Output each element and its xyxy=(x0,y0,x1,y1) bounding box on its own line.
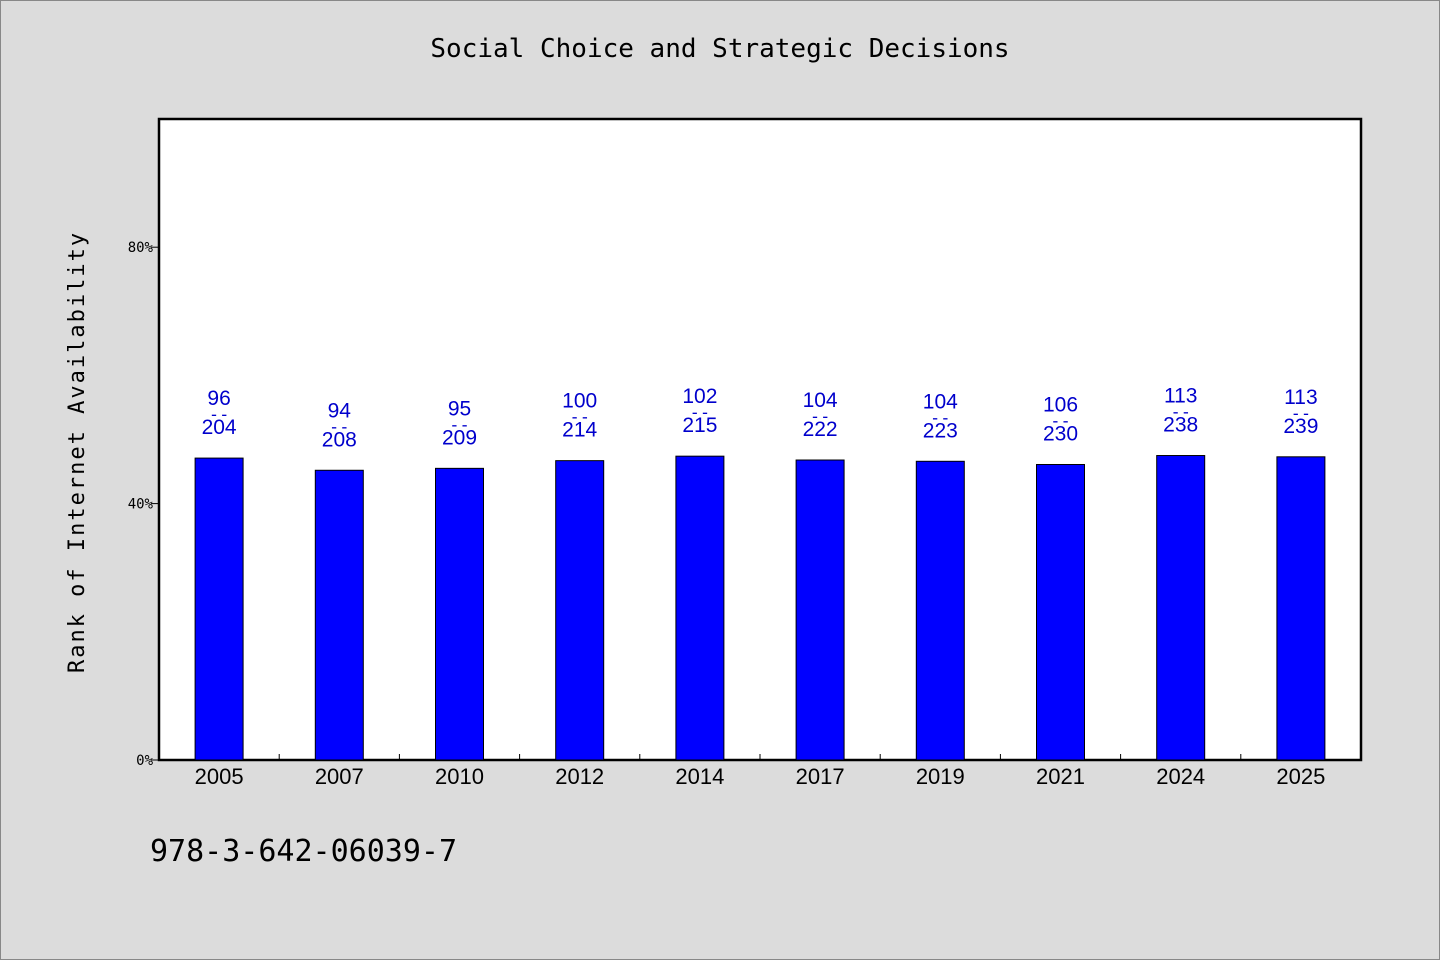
bar xyxy=(795,459,845,761)
data-label-separator: -- xyxy=(209,405,229,425)
x-tick-label: 2025 xyxy=(1276,764,1325,789)
data-label-numerator: 113 xyxy=(1284,386,1317,409)
data-label: 100--214 xyxy=(562,390,597,442)
bar xyxy=(314,469,364,761)
data-label-numerator: 106 xyxy=(1043,393,1078,416)
bars xyxy=(194,455,1326,761)
data-label: 94--208 xyxy=(322,399,357,451)
x-tick-label: 2017 xyxy=(796,764,845,789)
data-label: 104--222 xyxy=(803,389,838,441)
data-label-numerator: 96 xyxy=(207,387,230,410)
data-label: 102--215 xyxy=(682,385,717,437)
data-label-separator: -- xyxy=(449,415,469,435)
x-tick-label: 2014 xyxy=(675,764,724,789)
data-label-denominator: 209 xyxy=(442,426,477,449)
x-tick-label: 2007 xyxy=(315,764,364,789)
bar xyxy=(675,455,725,761)
x-axis: 2005 2007 2010 2012 2014 2017 2019 2021 2024 2025 xyxy=(195,754,1325,789)
data-label-separator: -- xyxy=(1170,403,1190,423)
data-label-denominator: 222 xyxy=(803,418,838,441)
bar xyxy=(435,467,484,761)
data-label-denominator: 214 xyxy=(562,419,597,442)
data-label-denominator: 208 xyxy=(322,428,357,451)
x-tick-label: 2012 xyxy=(555,764,604,789)
bar xyxy=(194,457,244,761)
y-tick-label: 40% xyxy=(128,497,154,513)
data-label: 106--230 xyxy=(1043,393,1078,445)
bar xyxy=(1276,456,1326,761)
x-tick-label: 2010 xyxy=(435,764,484,789)
x-tick-label: 2021 xyxy=(1036,764,1085,789)
data-label-denominator: 230 xyxy=(1043,422,1078,445)
x-tick-label: 2019 xyxy=(916,764,965,789)
data-label-separator: -- xyxy=(569,408,589,428)
data-label-denominator: 223 xyxy=(923,419,958,442)
data-label-separator: -- xyxy=(690,403,710,423)
data-label-separator: -- xyxy=(1050,411,1070,431)
data-label-numerator: 100 xyxy=(562,390,597,413)
data-label-numerator: 104 xyxy=(803,389,838,412)
data-label-denominator: 204 xyxy=(202,416,237,439)
data-label-numerator: 95 xyxy=(448,397,471,420)
data-labels: 96--20494--20895--209100--214102--215104… xyxy=(202,385,1319,452)
data-label: 113--238 xyxy=(1163,385,1198,437)
y-axis-label: Rank of Internet Availability xyxy=(65,231,90,673)
bar xyxy=(1036,463,1085,761)
data-label-numerator: 102 xyxy=(682,385,717,408)
data-label-separator: -- xyxy=(329,417,349,437)
bar xyxy=(1156,455,1206,761)
x-tick-label: 2005 xyxy=(195,764,244,789)
x-tick-label: 2024 xyxy=(1156,764,1205,789)
data-label-separator: -- xyxy=(810,407,830,427)
chart-title: Social Choice and Strategic Decisions xyxy=(430,34,1010,64)
data-label-denominator: 238 xyxy=(1163,414,1198,437)
bar xyxy=(915,460,965,761)
y-tick-label: 80% xyxy=(128,240,154,256)
data-label-numerator: 94 xyxy=(328,399,352,422)
data-label-denominator: 239 xyxy=(1283,415,1318,438)
data-label-denominator: 215 xyxy=(682,414,717,437)
data-label: 96--204 xyxy=(202,387,237,439)
data-label-separator: -- xyxy=(1291,404,1311,424)
bar xyxy=(555,460,605,761)
data-label-numerator: 104 xyxy=(923,390,958,413)
data-label-separator: -- xyxy=(930,408,950,428)
y-tick-label: 0% xyxy=(136,753,153,769)
y-axis: 0% 40% 80% xyxy=(128,240,159,769)
data-label: 95--209 xyxy=(442,397,477,449)
data-label: 104--223 xyxy=(923,390,958,442)
isbn-label: 978-3-642-06039-7 xyxy=(150,834,458,869)
data-label-numerator: 113 xyxy=(1164,385,1197,408)
data-label: 113--239 xyxy=(1283,386,1318,438)
